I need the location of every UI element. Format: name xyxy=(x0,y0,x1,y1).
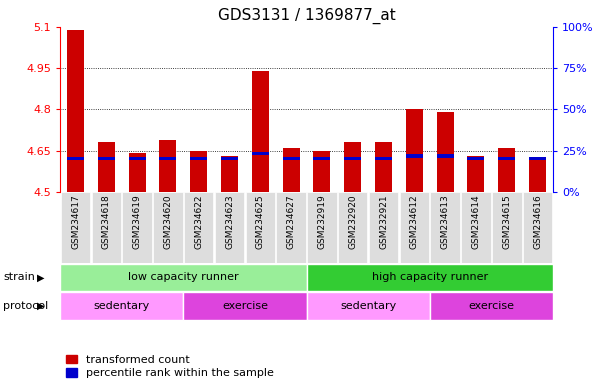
Bar xyxy=(314,157,331,161)
Text: GSM232921: GSM232921 xyxy=(379,194,388,249)
Text: GSM234617: GSM234617 xyxy=(71,194,80,249)
Text: protocol: protocol xyxy=(3,301,48,311)
FancyBboxPatch shape xyxy=(523,192,552,263)
Text: GSM234623: GSM234623 xyxy=(225,194,234,249)
Bar xyxy=(252,152,269,155)
FancyBboxPatch shape xyxy=(91,192,121,263)
Text: GSM232919: GSM232919 xyxy=(317,194,326,249)
FancyBboxPatch shape xyxy=(123,192,152,263)
Bar xyxy=(468,156,484,192)
FancyBboxPatch shape xyxy=(430,293,553,320)
Text: GSM234615: GSM234615 xyxy=(502,194,511,249)
Text: GSM232920: GSM232920 xyxy=(348,194,357,249)
Text: GSM234616: GSM234616 xyxy=(533,194,542,249)
Text: high capacity runner: high capacity runner xyxy=(371,272,488,283)
Legend: transformed count, percentile rank within the sample: transformed count, percentile rank withi… xyxy=(66,355,273,379)
Bar xyxy=(98,157,115,161)
Text: strain: strain xyxy=(3,272,35,283)
Bar xyxy=(344,157,361,161)
Bar xyxy=(221,157,238,161)
Bar xyxy=(437,112,454,192)
Text: GSM234613: GSM234613 xyxy=(441,194,450,249)
Bar xyxy=(437,154,454,157)
Bar xyxy=(159,157,176,161)
Text: GSM234612: GSM234612 xyxy=(410,194,419,249)
FancyBboxPatch shape xyxy=(184,192,213,263)
FancyBboxPatch shape xyxy=(307,263,553,291)
FancyBboxPatch shape xyxy=(246,192,275,263)
FancyBboxPatch shape xyxy=(60,293,183,320)
FancyBboxPatch shape xyxy=(153,192,183,263)
FancyBboxPatch shape xyxy=(60,263,307,291)
Text: GSM234622: GSM234622 xyxy=(194,194,203,248)
Bar xyxy=(529,157,546,161)
Bar xyxy=(221,156,238,192)
Bar xyxy=(282,157,299,161)
FancyBboxPatch shape xyxy=(338,192,367,263)
Bar xyxy=(498,148,515,192)
Text: GSM234614: GSM234614 xyxy=(471,194,480,249)
FancyBboxPatch shape xyxy=(461,192,490,263)
Bar xyxy=(191,157,207,161)
FancyBboxPatch shape xyxy=(400,192,429,263)
FancyBboxPatch shape xyxy=(492,192,522,263)
FancyBboxPatch shape xyxy=(307,192,337,263)
Text: GSM234625: GSM234625 xyxy=(256,194,265,249)
FancyBboxPatch shape xyxy=(307,293,430,320)
Bar xyxy=(406,154,423,157)
Bar xyxy=(159,140,176,192)
FancyBboxPatch shape xyxy=(183,293,307,320)
FancyBboxPatch shape xyxy=(61,192,90,263)
Bar xyxy=(252,71,269,192)
FancyBboxPatch shape xyxy=(430,192,460,263)
Text: ▶: ▶ xyxy=(37,301,44,311)
Bar xyxy=(98,142,115,192)
Bar xyxy=(344,142,361,192)
Text: GSM234618: GSM234618 xyxy=(102,194,111,249)
Bar xyxy=(375,157,392,161)
Text: GSM234627: GSM234627 xyxy=(287,194,296,249)
FancyBboxPatch shape xyxy=(369,192,398,263)
Bar xyxy=(67,157,84,161)
Bar xyxy=(191,151,207,192)
Text: exercise: exercise xyxy=(222,301,268,311)
Bar xyxy=(129,154,145,192)
Bar xyxy=(468,157,484,161)
Bar xyxy=(498,157,515,161)
Text: sedentary: sedentary xyxy=(94,301,150,311)
Bar xyxy=(282,148,299,192)
Text: sedentary: sedentary xyxy=(340,301,396,311)
FancyBboxPatch shape xyxy=(215,192,244,263)
Bar xyxy=(529,159,546,192)
FancyBboxPatch shape xyxy=(276,192,306,263)
Bar xyxy=(129,157,145,161)
Text: GSM234619: GSM234619 xyxy=(133,194,142,249)
Text: ▶: ▶ xyxy=(37,272,44,283)
Bar xyxy=(314,151,331,192)
Bar xyxy=(375,142,392,192)
Bar xyxy=(406,109,423,192)
Title: GDS3131 / 1369877_at: GDS3131 / 1369877_at xyxy=(218,8,395,24)
Text: GSM234620: GSM234620 xyxy=(163,194,172,249)
Bar xyxy=(67,30,84,192)
Text: exercise: exercise xyxy=(468,301,514,311)
Text: low capacity runner: low capacity runner xyxy=(128,272,239,283)
